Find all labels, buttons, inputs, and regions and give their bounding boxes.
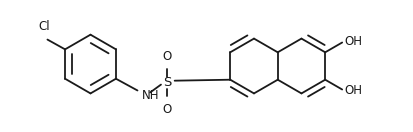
Text: OH: OH: [343, 35, 361, 48]
Text: O: O: [162, 50, 171, 63]
Text: Cl: Cl: [38, 20, 50, 33]
Text: O: O: [162, 103, 171, 116]
Text: S: S: [162, 76, 171, 89]
Text: NH: NH: [141, 89, 159, 102]
Text: OH: OH: [343, 84, 361, 97]
